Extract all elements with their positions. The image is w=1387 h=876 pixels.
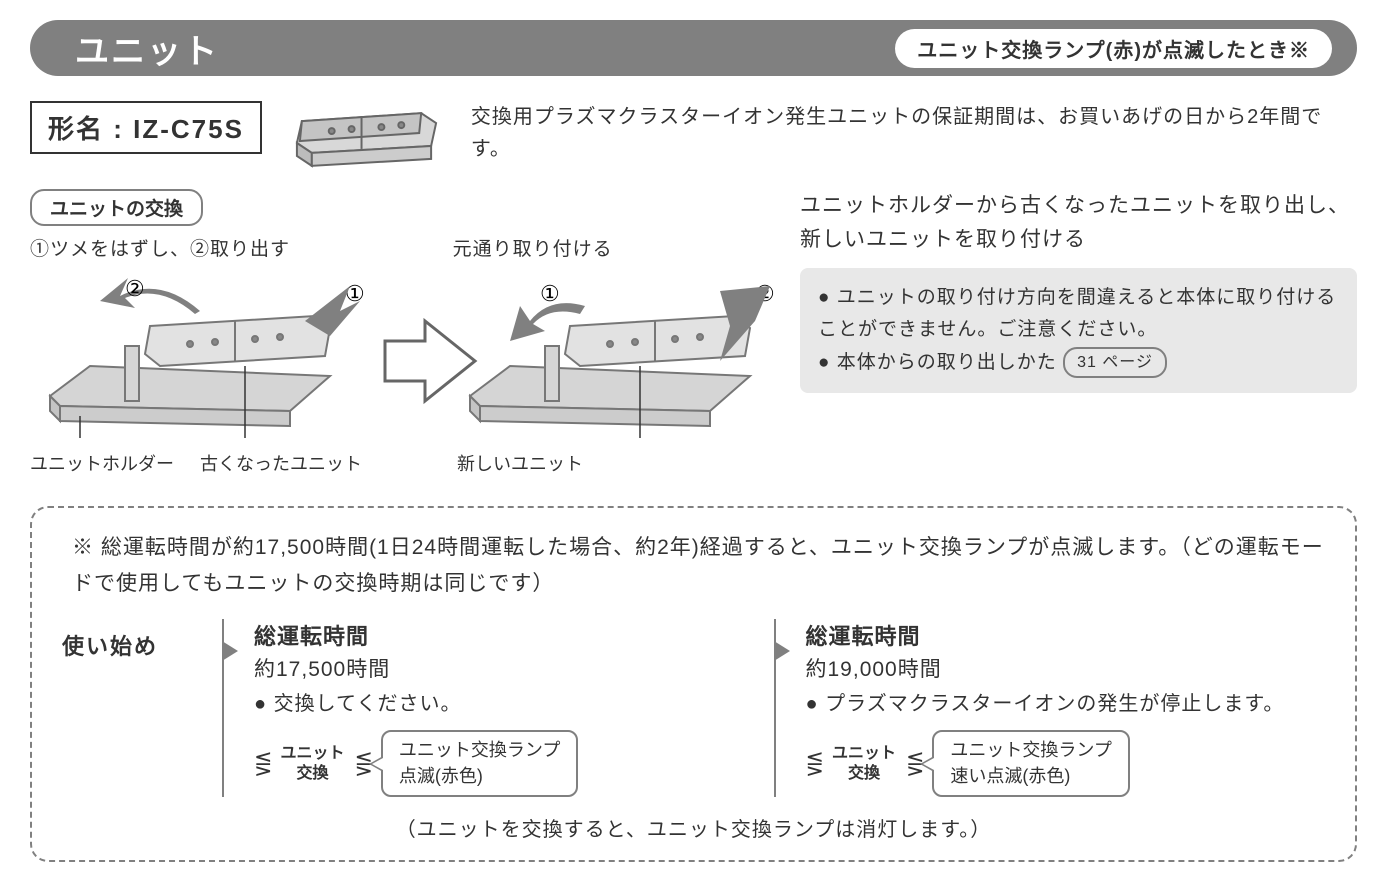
stage2-lamp-label-1: ユニット	[832, 745, 896, 762]
spark-icon: ⋚	[254, 751, 270, 777]
unit-illustration-small	[282, 101, 451, 181]
diagram-bottom-labels: ユニットホルダー 古くなったユニット 新しいユニット	[30, 450, 780, 476]
dashed-bottom-text: （ユニットを交換すると、ユニット交換ランプは消灯します。）	[62, 813, 1325, 842]
stage2-lamp-label: ユニット 交換	[832, 744, 896, 782]
dashed-note-text: ※ 総運転時間が約17,500時間(1日24時間運転した場合、約2年)経過すると…	[62, 530, 1325, 601]
warranty-text: 交換用プラズマクラスターイオン発生ユニットの保証期間は、お買いあげの日から2年間…	[471, 101, 1357, 165]
stage1-time: 約17,500時間	[254, 653, 774, 683]
stage1-lamp-label-1: ユニット	[280, 745, 344, 762]
step-caption-row: ①ツメをはずし、②取り出す 元通り取り付ける	[30, 234, 780, 261]
stage2-time: 約19,000時間	[806, 653, 1326, 683]
stage2-bullet: プラズマクラスターイオンの発生が停止します。	[806, 687, 1326, 716]
circled-2: ②	[125, 276, 145, 301]
page-reference-badge[interactable]: 31 ページ	[1063, 347, 1167, 378]
header-bar: ユニット ユニット交換ランプ(赤)が点滅したとき※	[30, 20, 1357, 76]
stage1-balloon-line1: ユニット交換ランプ	[399, 740, 560, 760]
stage2-heading: 総運転時間	[806, 619, 1326, 651]
instruction-title: ユニットホルダーから古くなったユニットを取り出し、新しいユニットを取り付ける	[800, 189, 1357, 256]
note-box: ユニットの取り付け方向を間違えると本体に取り付けることができません。ご注意くださ…	[800, 268, 1357, 393]
circled-1-r: ①	[540, 281, 560, 306]
note-item-1: ユニットの取り付け方向を間違えると本体に取り付けることができません。ご注意くださ…	[818, 282, 1339, 347]
stage2-lamp-label-2: 交換	[848, 765, 880, 782]
stage1-lamp-label-2: 交換	[296, 765, 328, 782]
header-title: ユニット	[75, 24, 219, 73]
header-subtitle-badge: ユニット交換ランプ(赤)が点滅したとき※	[895, 29, 1332, 68]
replacement-diagram: ② ①	[30, 266, 780, 446]
step-caption-right: 元通り取り付ける	[453, 239, 613, 260]
instruction-column: ユニットホルダーから古くなったユニットを取り出し、新しいユニットを取り付ける ユ…	[800, 189, 1357, 476]
dashed-info-box: ※ 総運転時間が約17,500時間(1日24時間運転した場合、約2年)経過すると…	[30, 506, 1357, 862]
stage2-balloon-line2: 速い点滅(赤色)	[950, 766, 1070, 786]
stage1-lamp-label: ユニット 交換	[280, 744, 344, 782]
note-item-2: 本体からの取り出しかた 31 ページ	[818, 347, 1339, 379]
circled-1: ①	[345, 281, 365, 306]
stage2-lamp-row: ⋚ ユニット 交換 ⋚ ユニット交換ランプ 速い点滅(赤色)	[806, 730, 1326, 796]
note-item-2-text: 本体からの取り出しかた	[837, 352, 1057, 373]
timeline-start-label: 使い始め	[62, 619, 222, 661]
step-caption-left: ①ツメをはずし、②取り出す	[30, 239, 290, 260]
stage2-balloon: ユニット交換ランプ 速い点滅(赤色)	[932, 730, 1129, 796]
timeline-stage-2: 総運転時間 約19,000時間 プラズマクラスターイオンの発生が停止します。 ⋚…	[774, 619, 1326, 796]
stage1-balloon-line2: 点滅(赤色)	[399, 766, 483, 786]
stage1-bullet: 交換してください。	[254, 687, 774, 716]
label-old-unit: 古くなったユニット	[200, 450, 420, 476]
model-label-box: 形名 : IZ-C75S	[30, 101, 262, 154]
mid-block: ユニットの交換 ①ツメをはずし、②取り出す 元通り取り付ける	[30, 189, 1357, 476]
stage1-balloon: ユニット交換ランプ 点滅(赤色)	[381, 730, 578, 796]
label-new-unit: 新しいユニット	[430, 450, 610, 476]
replace-section-label: ユニットの交換	[30, 189, 203, 226]
diagram-column: ユニットの交換 ①ツメをはずし、②取り出す 元通り取り付ける	[30, 189, 780, 476]
top-block: 形名 : IZ-C75S 交換用プラズマクラスターイオン発生ユニットの保証期間は…	[30, 101, 1357, 181]
stage1-lamp-row: ⋚ ユニット 交換 ⋚ ユニット交換ランプ 点滅(赤色)	[254, 730, 774, 796]
stage1-heading: 総運転時間	[254, 619, 774, 651]
timeline-stage-1: 総運転時間 約17,500時間 交換してください。 ⋚ ユニット 交換 ⋚ ユニ…	[222, 619, 774, 796]
spark-icon: ⋚	[806, 751, 822, 777]
timeline: 使い始め 総運転時間 約17,500時間 交換してください。 ⋚ ユニット 交換…	[62, 619, 1325, 796]
label-holder: ユニットホルダー	[30, 450, 190, 476]
stage2-balloon-line1: ユニット交換ランプ	[950, 740, 1111, 760]
